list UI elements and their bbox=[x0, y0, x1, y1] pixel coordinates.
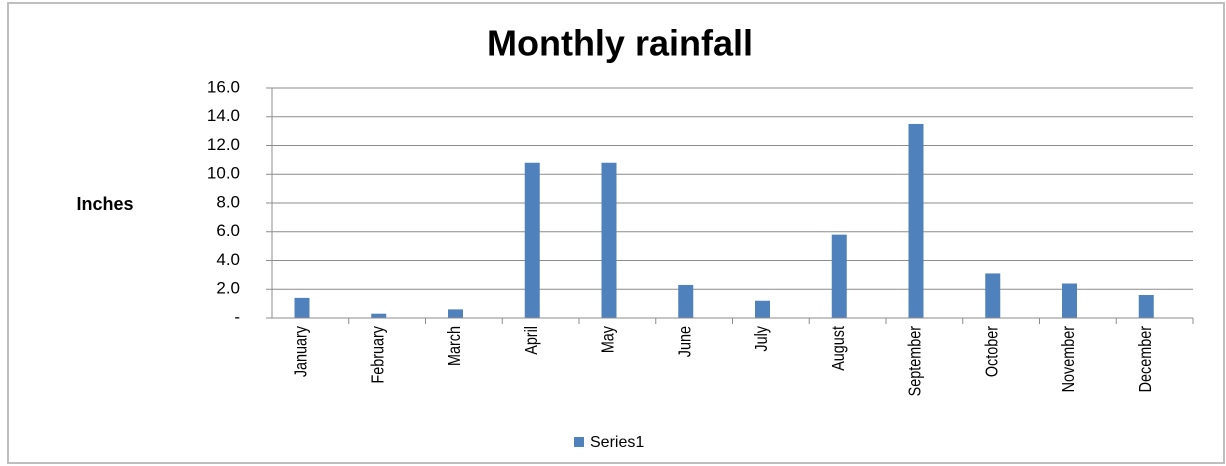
x-tick-label: June bbox=[675, 326, 695, 357]
bar bbox=[294, 297, 310, 318]
y-tick-label: 16.0 bbox=[207, 77, 240, 96]
x-tick-label: September bbox=[905, 326, 925, 397]
legend-label: Series1 bbox=[590, 434, 644, 451]
x-tick-label: May bbox=[598, 325, 618, 353]
bar bbox=[524, 162, 540, 318]
bar bbox=[678, 284, 694, 318]
y-tick-label: 14.0 bbox=[207, 106, 240, 125]
y-tick-label: - bbox=[234, 307, 240, 326]
chart-title: Monthly rainfall bbox=[487, 23, 753, 64]
x-tick-label: February bbox=[368, 325, 388, 383]
y-tick-label: 6.0 bbox=[216, 221, 240, 240]
y-axis-label: Inches bbox=[76, 194, 133, 214]
y-tick-label: 4.0 bbox=[216, 250, 240, 269]
x-tick-label: March bbox=[445, 326, 465, 366]
y-tick-label: 10.0 bbox=[207, 164, 240, 183]
x-tick-label: November bbox=[1059, 325, 1079, 392]
y-tick-label: 8.0 bbox=[216, 192, 240, 211]
x-tick-label: July bbox=[752, 325, 772, 351]
x-tick-label: October bbox=[982, 325, 1002, 377]
bar bbox=[448, 309, 463, 318]
bar bbox=[371, 313, 387, 318]
bar bbox=[1138, 295, 1154, 318]
x-tick-label: January bbox=[291, 325, 311, 377]
y-tick-label: 2.0 bbox=[216, 279, 240, 298]
bar bbox=[755, 300, 770, 318]
bar bbox=[985, 273, 1001, 318]
x-tick-label: August bbox=[829, 326, 849, 371]
bar bbox=[1062, 283, 1077, 318]
bar bbox=[601, 162, 617, 318]
legend-swatch bbox=[574, 437, 584, 447]
y-tick-label: 12.0 bbox=[207, 135, 240, 154]
bar bbox=[831, 234, 847, 318]
x-tick-label: April bbox=[522, 326, 542, 355]
bar bbox=[908, 123, 924, 318]
x-tick-label: December bbox=[1136, 325, 1156, 392]
